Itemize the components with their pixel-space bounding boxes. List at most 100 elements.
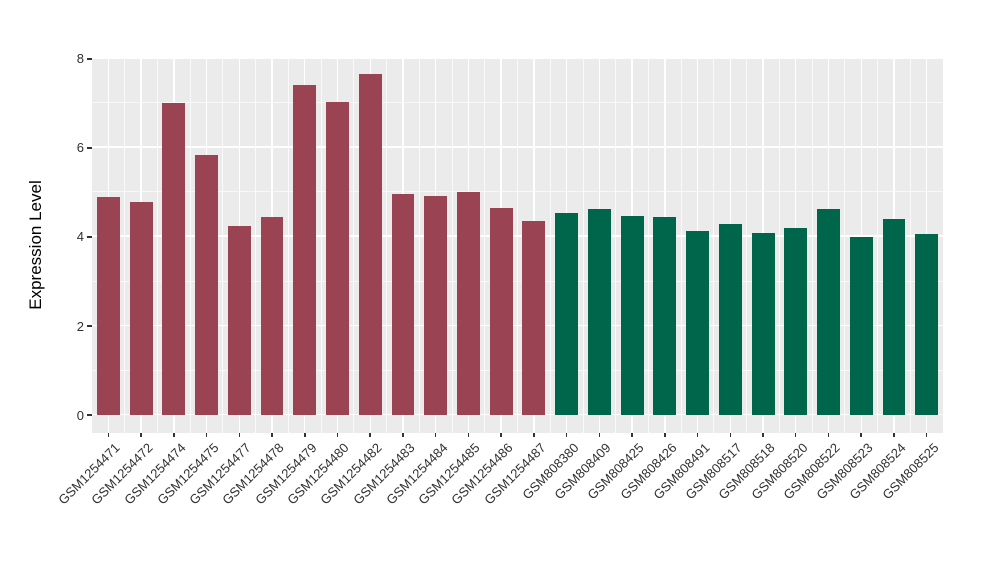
y-tick-label: 6 <box>76 140 84 156</box>
x-tick-mark <box>238 433 241 437</box>
bar-slot <box>190 57 224 433</box>
x-tick-mark <box>500 433 502 437</box>
bar-GSM1254478 <box>260 217 284 416</box>
x-tick-mark <box>467 433 470 437</box>
bars-layer <box>92 57 943 433</box>
bar-GSM1254486 <box>489 207 513 416</box>
bar-GSM1254471 <box>96 196 120 416</box>
gridline-vertical-minor <box>156 57 158 433</box>
bar-slot <box>550 57 584 433</box>
x-tick-mark <box>434 433 437 437</box>
bar-GSM808426 <box>653 216 677 416</box>
x-tick-mark <box>565 433 568 437</box>
x-tick-mark <box>794 433 797 437</box>
y-tick-mark <box>87 147 92 149</box>
x-tick-mark <box>369 433 371 437</box>
bar-GSM1254487 <box>522 221 546 416</box>
gridline-vertical-minor <box>189 57 191 433</box>
gridline-vertical-minor <box>517 57 519 433</box>
x-tick-mark <box>631 433 633 437</box>
x-tick-mark <box>860 433 862 437</box>
bar-GSM808517 <box>718 223 742 416</box>
bar-slot <box>779 57 813 433</box>
x-tick-mark <box>762 433 764 437</box>
y-tick-label: 4 <box>76 229 84 245</box>
x-tick-mark <box>696 433 699 437</box>
y-tick-mark <box>87 58 92 60</box>
bar-GSM808522 <box>817 208 840 416</box>
y-tick-label: 8 <box>76 51 84 67</box>
y-tick-label: 0 <box>76 407 84 423</box>
x-tick-mark <box>271 433 273 437</box>
bar-GSM1254474 <box>162 103 186 416</box>
bar-slot <box>648 57 682 433</box>
bar-slot <box>452 57 486 433</box>
gridline-vertical-minor <box>582 57 584 433</box>
x-tick-mark <box>925 433 928 437</box>
gridline-vertical-minor <box>877 57 879 433</box>
gridline-vertical-minor <box>287 57 289 433</box>
x-tick-mark <box>336 433 339 437</box>
bar-GSM808409 <box>587 208 611 416</box>
gridline-vertical-minor <box>811 57 813 433</box>
gridline-vertical-minor <box>255 57 257 433</box>
gridline-vertical-minor <box>746 57 748 433</box>
x-tick-mark <box>827 433 830 437</box>
x-tick-mark <box>729 433 731 437</box>
gridline-vertical-minor <box>844 57 846 433</box>
bar-slot <box>288 57 322 433</box>
bar-slot <box>747 57 780 433</box>
gridline-vertical-minor <box>713 57 715 433</box>
bar-GSM808524 <box>882 218 906 416</box>
x-tick-mark <box>664 433 666 437</box>
gridline-vertical-minor <box>418 57 420 433</box>
bar-slot <box>387 57 420 433</box>
gridline-vertical-minor <box>909 57 911 433</box>
gridline-vertical-minor <box>778 57 780 433</box>
gridline-vertical-minor <box>680 57 682 433</box>
gridline-vertical-minor <box>320 57 322 433</box>
bar-slot <box>714 57 748 433</box>
bar-slot <box>812 57 846 433</box>
bar-GSM808525 <box>915 234 939 416</box>
bar-GSM1254472 <box>129 202 153 416</box>
bar-slot <box>157 57 191 433</box>
x-tick-mark <box>304 433 306 437</box>
x-tick-mark <box>893 433 895 437</box>
bar-GSM808520 <box>784 227 808 416</box>
bar-GSM1254485 <box>456 192 480 416</box>
x-tick-mark <box>402 433 404 437</box>
bar-GSM1254479 <box>293 84 317 416</box>
bar-GSM808518 <box>751 233 775 416</box>
bar-GSM808491 <box>686 231 710 416</box>
bar-slot <box>518 57 551 433</box>
x-tick-mark <box>205 433 208 437</box>
x-tick-mark <box>140 433 142 437</box>
bar-GSM1254475 <box>195 154 219 416</box>
bar-slot <box>125 57 158 433</box>
plot-panel <box>92 57 943 433</box>
bar-GSM1254484 <box>424 196 448 416</box>
x-tick-mark <box>107 433 110 437</box>
bar-GSM1254483 <box>391 194 415 416</box>
bar-slot <box>485 57 519 433</box>
gridline-vertical-minor <box>451 57 453 433</box>
gridline-vertical-minor <box>353 57 355 433</box>
bar-GSM1254477 <box>227 225 251 416</box>
x-tick-mark <box>173 433 175 437</box>
x-tick-mark <box>598 433 601 437</box>
bar-slot <box>910 57 943 433</box>
gridline-vertical-minor <box>549 57 551 433</box>
bar-GSM1254480 <box>326 102 349 416</box>
bar-slot <box>419 57 453 433</box>
bar-slot <box>845 57 879 433</box>
bar-slot <box>354 57 388 433</box>
bar-slot <box>616 57 649 433</box>
bar-slot <box>256 57 289 433</box>
gridline-vertical-minor <box>484 57 486 433</box>
y-tick-label: 2 <box>76 318 84 334</box>
bar-slot <box>321 57 355 433</box>
gridline-vertical-minor <box>124 57 126 433</box>
gridline-vertical-minor <box>222 57 224 433</box>
